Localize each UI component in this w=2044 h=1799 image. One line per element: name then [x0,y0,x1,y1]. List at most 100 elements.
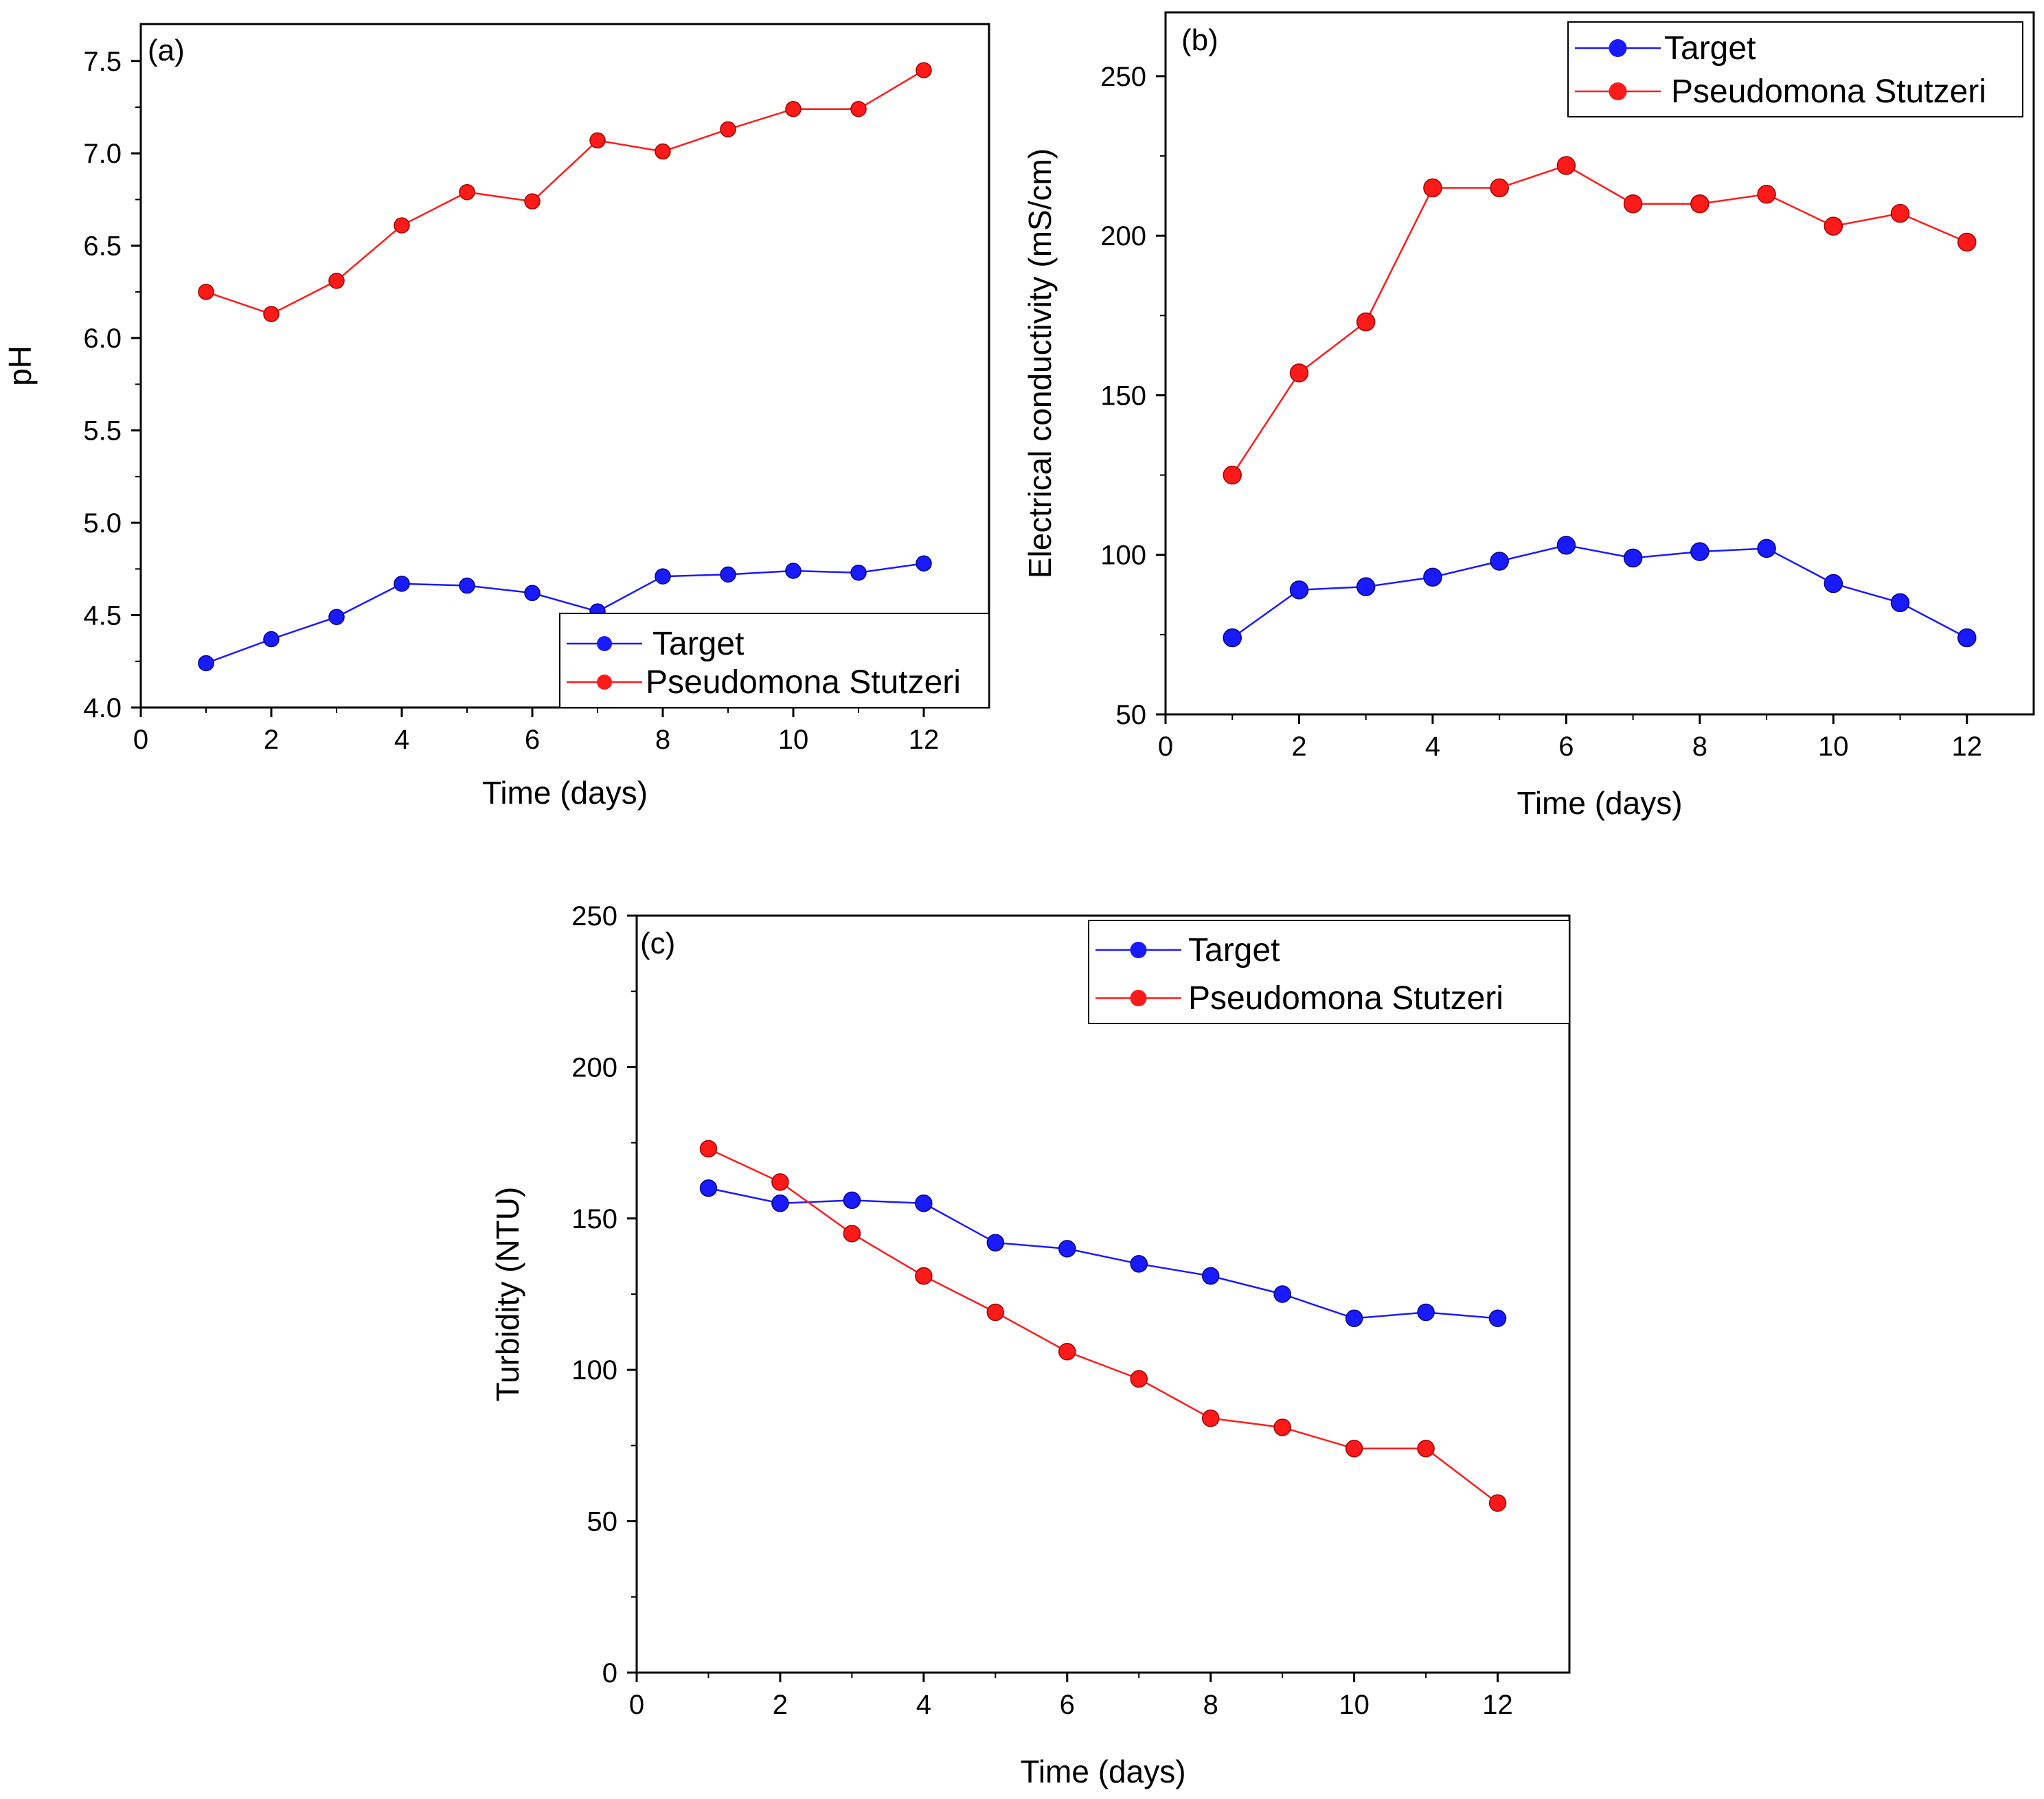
panel-a-ph-chart: 0 2 4 6 8 10 12 4.0 4.5 5.0 5.5 6.0 6.5 7.0 7.5 Time (d… [2,23,990,811]
data-point-target [1417,1303,1435,1322]
panel-c-turbidity-chart: 0 2 4 6 8 10 12 0 50 100 150 200 250 Time (days) Turbi… [490,901,1571,1789]
legend-label-target: Target [652,626,744,662]
data-point-pseudomona-stutzeri [850,100,867,117]
data-point-target [915,1195,933,1212]
legend-label-pseudomona-stutzeri: Pseudomona Stutzeri [1188,980,1503,1017]
data-point-pseudomona-stutzeri [1201,1409,1220,1427]
data-point-target [1058,1240,1076,1258]
legend-marker [1130,942,1147,958]
y-axis-title: pH [2,346,38,386]
x-tick-label: 0 [1158,732,1173,762]
y-tick-label: 100 [571,1355,617,1385]
y-tick-label: 250 [571,901,617,931]
y-tick-label: 200 [571,1052,617,1083]
x-tick-label: 6 [1558,732,1574,762]
y-tick-label: 5.5 [83,416,122,446]
x-tick-label: 6 [1060,1690,1075,1720]
data-point-target [1890,593,1910,613]
y-tick-label: 200 [1100,221,1146,251]
data-point-target [263,631,280,648]
panel-label: (b) [1181,23,1218,57]
data-point-pseudomona-stutzeri [655,143,671,160]
y-tick-label: 0 [602,1658,617,1688]
legend-box [559,613,990,708]
x-axis-title: Time (days) [482,775,648,811]
data-point-target [1957,628,1977,648]
y-tick-label: 4.5 [83,601,122,631]
data-point-pseudomona-stutzeri [1130,1370,1148,1388]
data-point-pseudomona-stutzeri [1223,465,1242,485]
data-point-pseudomona-stutzeri [771,1173,789,1191]
data-point-target [699,1179,718,1197]
legend-label-target: Target [1188,932,1280,969]
data-point-target [1423,567,1442,587]
data-point-target [1273,1285,1291,1303]
data-point-pseudomona-stutzeri [1490,178,1509,198]
data-point-pseudomona-stutzeri [1423,178,1442,198]
x-tick-label: 8 [655,725,670,755]
data-point-target [655,568,671,585]
legend-label-pseudomona-stutzeri: Pseudomona Stutzeri [1671,73,1986,110]
data-point-target [328,609,345,625]
data-point-pseudomona-stutzeri [1488,1494,1507,1512]
y-tick-label: 7.0 [83,139,122,169]
data-point-target [1223,628,1242,648]
x-tick-label: 12 [909,725,940,755]
x-tick-label: 10 [1339,1690,1370,1720]
data-point-target [1488,1309,1507,1328]
data-point-pseudomona-stutzeri [986,1303,1005,1322]
legend-label-pseudomona-stutzeri: Pseudomona Stutzeri [646,664,961,701]
data-point-pseudomona-stutzeri [916,62,932,78]
data-point-pseudomona-stutzeri [1273,1418,1291,1436]
data-point-pseudomona-stutzeri [1058,1343,1076,1361]
y-tick-label: 50 [587,1507,618,1537]
data-point-target [1757,539,1776,558]
series-line-target [205,563,924,664]
data-point-pseudomona-stutzeri [1890,203,1910,223]
data-point-target [771,1195,789,1212]
x-tick-label: 0 [629,1690,644,1720]
data-point-pseudomona-stutzeri [1289,363,1309,383]
y-tick-label: 4.0 [83,693,122,723]
series-line-pseudomona-stutzeri [205,69,924,315]
data-point-pseudomona-stutzeri [459,183,475,201]
data-point-target [1289,580,1309,600]
data-point-target [986,1234,1005,1252]
data-point-target [394,576,410,592]
x-tick-label: 2 [264,725,279,755]
legend-marker [1609,82,1627,100]
x-tick-label: 12 [1952,732,1983,762]
plot-frame [139,23,990,709]
y-axis-title: Turbidity (NTU) [490,1187,525,1402]
legend-box [1567,21,2023,117]
legend-box [1088,920,1570,1024]
data-point-pseudomona-stutzeri [1345,1440,1363,1458]
x-tick-label: 4 [394,725,409,755]
data-point-pseudomona-stutzeri [915,1267,933,1285]
series-line-target [1231,544,1968,639]
panel-label: (a) [148,34,185,67]
x-tick-label: 2 [773,1690,788,1720]
x-tick-label: 0 [133,725,148,755]
data-point-target [1623,548,1643,568]
data-point-pseudomona-stutzeri [589,132,606,149]
x-tick-label: 4 [916,1690,931,1720]
data-point-pseudomona-stutzeri [785,100,802,117]
data-point-target [1130,1255,1148,1273]
plot-frame [635,914,1571,1674]
data-point-target [1824,574,1843,593]
x-tick-label: 2 [1291,732,1306,762]
data-point-target [785,563,802,579]
x-tick-label: 10 [778,725,809,755]
x-tick-label: 8 [1692,732,1707,762]
x-tick-label: 10 [1818,732,1849,762]
x-tick-label: 6 [525,725,540,755]
data-point-pseudomona-stutzeri [1417,1440,1435,1458]
data-point-pseudomona-stutzeri [1957,232,1977,252]
panel-label: (c) [640,927,675,960]
data-point-target [459,577,475,594]
legend-marker [1130,990,1147,1006]
series-line-pseudomona-stutzeri [1231,164,1968,476]
data-point-target [1345,1309,1363,1328]
